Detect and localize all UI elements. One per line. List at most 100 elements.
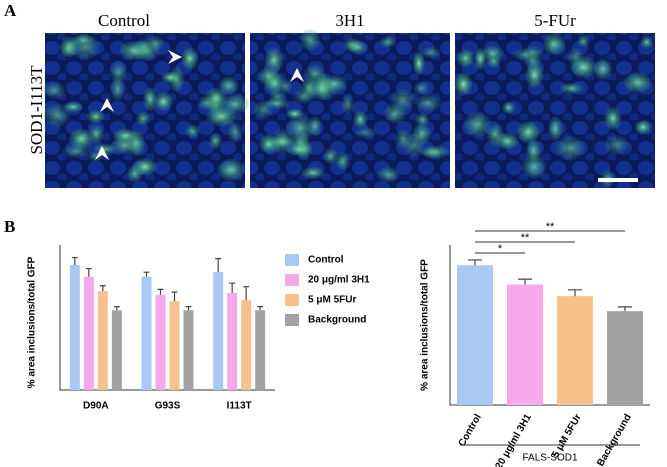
cell: [136, 111, 151, 126]
cell: [253, 100, 274, 119]
cell: [185, 124, 200, 139]
significance-label: **: [521, 232, 530, 244]
y-axis-label: % area inclusions/total GFP: [420, 259, 431, 391]
legend-swatch: [285, 254, 299, 266]
cell: [456, 49, 475, 68]
legend-label: Background: [308, 315, 366, 326]
cell: [379, 35, 397, 48]
cell: [390, 88, 415, 112]
significance-label: **: [546, 221, 555, 233]
cell: [181, 47, 199, 70]
cell: [86, 110, 105, 123]
cell: [320, 75, 348, 93]
cell: [111, 136, 139, 155]
error-bar: [215, 257, 222, 273]
cell: [161, 71, 180, 84]
error-bar: [243, 286, 250, 301]
cell: [353, 111, 368, 128]
error-bar: [171, 291, 178, 302]
cell: [526, 139, 542, 163]
bar: [213, 272, 224, 390]
bar: [141, 276, 152, 390]
cell: [60, 42, 76, 58]
error-bar: [185, 306, 192, 311]
cell: [257, 66, 279, 86]
bar: [83, 276, 94, 390]
panel-label: B: [4, 217, 15, 236]
x-tick-label: G93S: [155, 401, 181, 412]
cell: [412, 51, 425, 76]
cell: [547, 116, 563, 141]
cell: [69, 128, 94, 150]
scale-bar: [598, 178, 638, 182]
cell: [217, 158, 245, 181]
cell: [206, 106, 237, 127]
column-title: Control: [98, 11, 150, 30]
cell: [517, 121, 540, 144]
cell: [300, 29, 321, 51]
cell: [43, 103, 71, 127]
cell: [502, 101, 516, 114]
cell: [287, 142, 312, 156]
micrographs: [43, 29, 655, 188]
cell: [227, 121, 243, 143]
x-tick-label: Background: [595, 412, 634, 467]
cell: [525, 62, 544, 88]
error-bar: [468, 259, 482, 266]
cell: [623, 72, 652, 93]
bar: [227, 293, 238, 390]
column-title: 5-FUr: [534, 11, 576, 30]
cell: [355, 126, 377, 139]
cell: [205, 87, 227, 109]
error-bar: [71, 257, 78, 265]
error-bar: [143, 271, 150, 277]
error-bar: [518, 278, 532, 285]
cell: [286, 115, 315, 141]
cell: [604, 134, 629, 155]
cell: [323, 148, 339, 164]
cell: [463, 111, 491, 138]
y-axis-label: % area inclusions/total GFP: [27, 256, 38, 388]
cell: [109, 60, 128, 84]
cell: [143, 86, 158, 112]
cell: [63, 101, 83, 112]
cell: [593, 58, 613, 80]
panel-label: A: [4, 1, 17, 20]
significance-label: *: [498, 243, 503, 255]
x-tick-label: I113T: [227, 401, 252, 412]
cell: [264, 47, 284, 73]
cell: [421, 144, 451, 159]
cell: [414, 94, 442, 112]
cell: [208, 133, 222, 150]
cell: [43, 81, 66, 99]
cell: [454, 72, 473, 96]
x-tick-label: Control: [457, 412, 484, 448]
bar: [111, 310, 122, 390]
cell: [335, 152, 350, 171]
bar: [457, 265, 493, 405]
legend-label: 5 μM 5FUr: [308, 295, 356, 306]
cell: [513, 48, 538, 62]
cell: [542, 33, 566, 55]
cell: [634, 120, 652, 135]
cell: [376, 166, 400, 183]
cell: [604, 107, 622, 131]
error-bar: [618, 306, 632, 312]
legend-label: 20 μg/ml 3H1: [308, 275, 370, 286]
axis: [59, 245, 275, 391]
cell: [304, 64, 326, 84]
bar: [169, 301, 180, 390]
cell: [559, 82, 584, 95]
error-bar: [113, 306, 120, 311]
cell: [521, 154, 547, 179]
cell: [577, 34, 590, 48]
cell: [341, 94, 354, 115]
error-bar: [85, 267, 92, 277]
legend-swatch: [285, 314, 299, 326]
bar: [69, 264, 80, 390]
error-bar: [229, 282, 236, 294]
bar: [183, 310, 194, 390]
column-title: 3H1: [335, 11, 364, 30]
legend-swatch: [285, 274, 299, 286]
error-bar: [157, 288, 164, 295]
